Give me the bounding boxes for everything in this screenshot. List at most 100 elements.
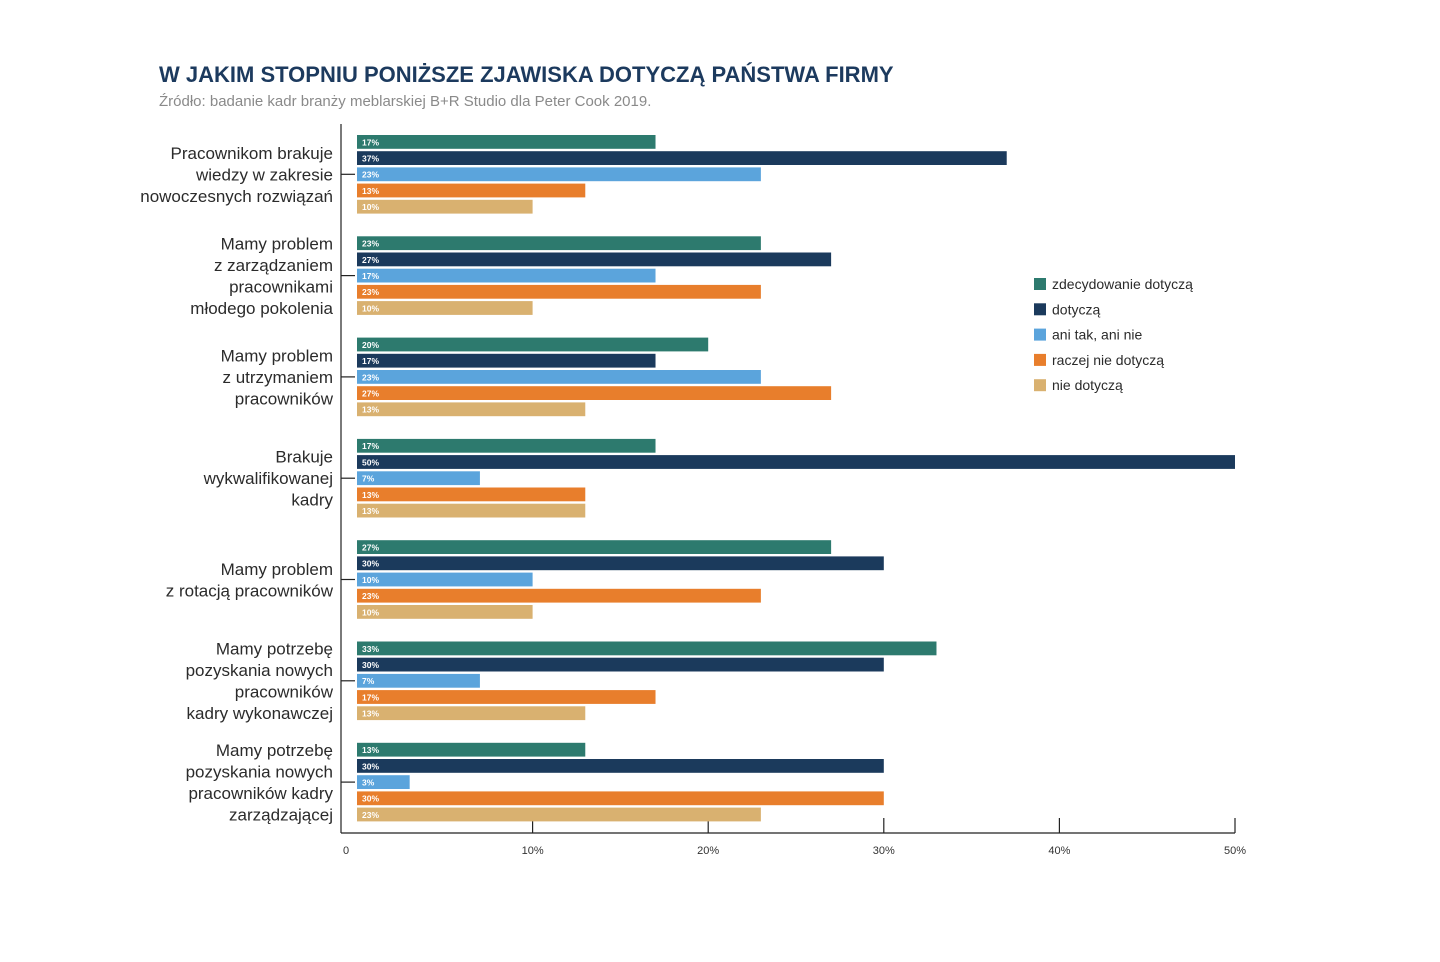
category-label-line: z zarządzaniem [214, 256, 333, 275]
category-label: Brakuje wykwalifikowanej kadry [203, 448, 334, 510]
bar-value-label: 17% [362, 271, 379, 281]
bar [357, 791, 884, 806]
bar [357, 503, 586, 518]
bar [357, 135, 656, 149]
category-label: Mamy potrzebę pozyskania nowych pracownikó… [186, 741, 334, 825]
bar-value-label: 10% [362, 202, 379, 212]
x-tick-label: 10% [522, 845, 544, 857]
bar-value-label: 33% [362, 644, 379, 654]
bar-value-label: 27% [362, 389, 379, 399]
category-label: Mamy problem z zarządzaniem pracownikami mł… [190, 234, 333, 318]
bar-value-label: 13% [362, 506, 379, 516]
category-label-line: wykwalifikowanej [203, 469, 333, 488]
category-label: Pracownikom brakuje wiedzy w zakresie nowo… [140, 144, 333, 206]
bar [357, 167, 761, 182]
bar-value-label: 30% [362, 794, 379, 804]
bar [357, 252, 832, 267]
bar [357, 540, 832, 554]
category-label-line: pracownikami [229, 277, 333, 296]
bar [357, 572, 533, 587]
category-label-line: młodego pokolenia [190, 299, 333, 318]
x-tick-label: 0 [343, 845, 349, 857]
bar [357, 487, 586, 502]
chart-title: W JAKIM STOPNIU PONIŻSZE ZJAWISKA DOTYCZ… [159, 62, 894, 87]
bar-value-label: 23% [362, 591, 379, 601]
bar [357, 556, 884, 571]
bar-value-label: 27% [362, 255, 379, 265]
bar-value-label: 7% [362, 474, 375, 484]
x-tick-labels: 0 10% 20% 30% 40% 50% [343, 845, 1246, 857]
category-label: Mamy problem z utrzymaniem pracowników [221, 346, 334, 408]
bar-value-label: 13% [362, 490, 379, 500]
legend-label: ani tak, ani nie [1052, 327, 1142, 343]
category-label-line: pracowników [235, 683, 334, 702]
bar-value-label: 30% [362, 761, 379, 771]
bar-value-label: 7% [362, 676, 375, 686]
bar-value-label: 20% [362, 340, 379, 350]
category-label-line: pracowników [235, 389, 334, 408]
legend-swatch [1034, 379, 1046, 392]
bar-value-label: 50% [362, 457, 379, 467]
category-label-line: nowoczesnych rozwiązań [140, 187, 333, 206]
bar-value-label: 13% [362, 405, 379, 415]
bar-value-label: 30% [362, 559, 379, 569]
bar [357, 353, 656, 368]
category-label-line: Mamy potrzebę [216, 640, 333, 659]
category-label-line: pracowników kadry [188, 784, 333, 803]
legend-swatch [1034, 328, 1046, 341]
category-label-line: zarządzającej [229, 805, 333, 824]
bar [357, 673, 480, 688]
bar-value-label: 10% [362, 303, 379, 313]
bars: 17% 37% 23% 13% 10% 23% 27% 17% 23% 10% 20% 17% 23% 2… [357, 135, 1235, 822]
bar [357, 471, 480, 486]
category-label-line: Pracownikom brakuje [170, 144, 333, 163]
bar-value-label: 3% [362, 778, 375, 788]
bar [357, 588, 761, 603]
chart-subtitle: Źródło: badanie kadr branży meblarskiej … [159, 93, 652, 110]
category-label-line: z rotacją pracowników [166, 581, 334, 600]
bar [357, 268, 656, 283]
category-labels: Pracownikom brakuje wiedzy w zakresie nowo… [140, 144, 333, 825]
legend-label: dotyczą [1052, 301, 1100, 317]
bar [357, 759, 884, 773]
category-label: Mamy potrzebę pozyskania nowych pracownikó… [186, 640, 334, 724]
bar [357, 706, 586, 721]
bar [357, 807, 761, 822]
category-label-line: kadry wykonawczej [187, 704, 333, 723]
bar-value-label: 27% [362, 543, 379, 553]
bar-value-label: 13% [362, 709, 379, 719]
bar-value-label: 23% [362, 810, 379, 820]
category-label-line: kadry [291, 491, 333, 510]
bar [357, 301, 533, 315]
bar [357, 605, 533, 619]
bar-value-label: 17% [362, 137, 379, 147]
bar [357, 657, 884, 672]
bar [357, 386, 832, 400]
x-tick-label: 50% [1224, 845, 1246, 857]
bar [357, 183, 586, 198]
bar-value-label: 23% [362, 287, 379, 297]
axes [340, 124, 1236, 834]
category-label-line: Mamy problem [221, 346, 333, 365]
legend-label: zdecydowanie dotyczą [1052, 276, 1193, 292]
category-label-line: wiedzy w zakresie [195, 165, 333, 184]
legend-swatch [1034, 353, 1046, 366]
legend-swatch [1034, 278, 1046, 290]
bar-value-label: 23% [362, 170, 379, 180]
bar [357, 742, 586, 757]
bar [357, 455, 1235, 469]
category-label: Mamy problem z rotacją pracowników [166, 560, 334, 601]
bar-value-label: 17% [362, 441, 379, 451]
bar [357, 690, 656, 704]
bar [357, 775, 410, 789]
bar [357, 370, 761, 384]
bar [357, 199, 533, 214]
bar-value-label: 10% [362, 607, 379, 617]
bar [357, 438, 656, 453]
x-tick-label: 30% [873, 845, 895, 857]
legend-label: raczej nie dotyczą [1052, 352, 1164, 368]
legend: zdecydowanie dotyczą dotyczą ani tak, ani … [1034, 276, 1193, 393]
legend-swatch [1034, 303, 1046, 316]
bar [357, 151, 1007, 165]
category-label-line: Mamy problem [221, 560, 333, 579]
